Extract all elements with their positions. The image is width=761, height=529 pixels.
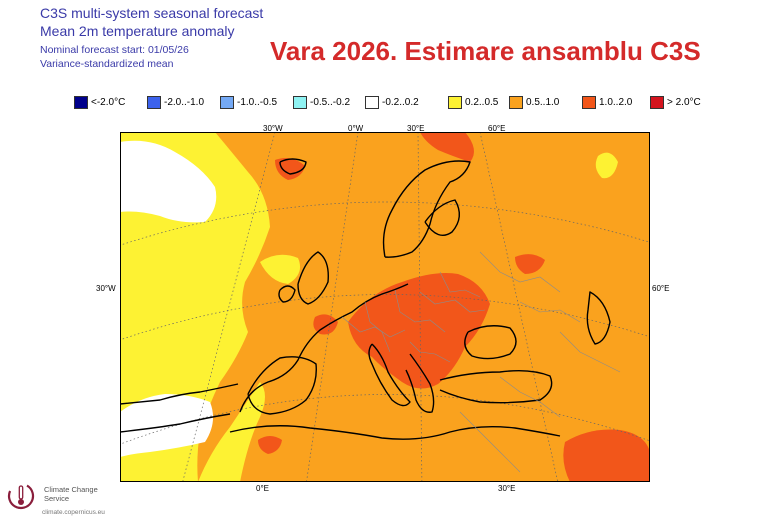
field-red-scandinavia <box>420 132 474 162</box>
field-red-russia <box>515 254 545 274</box>
legend-swatch <box>220 95 234 109</box>
legend-item: 1.0..2.0 <box>582 94 632 110</box>
legend-label: > 2.0°C <box>667 96 701 108</box>
legend-item: 0.2..0.5 <box>448 94 498 110</box>
statistic-label: Variance-standardized mean <box>40 58 174 70</box>
legend-swatch <box>448 95 462 109</box>
lon-label-bottom: 30°E <box>498 484 516 493</box>
field-red-west <box>313 314 338 335</box>
legend-swatch <box>365 95 379 109</box>
legend-item: -1.0..-0.5 <box>220 94 277 110</box>
legend-swatch <box>147 95 161 109</box>
legend-item: -2.0..-1.0 <box>147 94 204 110</box>
org-name: Climate Change Service <box>44 485 98 503</box>
legend-swatch <box>509 95 523 109</box>
legend-label: -1.0..-0.5 <box>237 96 278 108</box>
lon-label-top: 0°W <box>348 124 364 133</box>
org-url: climate.copernicus.eu <box>42 509 105 516</box>
field-yellow-north <box>260 254 301 284</box>
borders <box>341 251 621 473</box>
chart-title: C3S multi-system seasonal forecast <box>40 5 264 21</box>
legend-item: -0.2..0.2 <box>365 94 419 110</box>
chart-variable: Mean 2m temperature anomaly <box>40 23 235 39</box>
legend-item: > 2.0°C <box>650 94 701 110</box>
lon-label-left: 30°W <box>96 284 116 293</box>
legend-label: -0.5..-0.2 <box>310 96 351 108</box>
legend-swatch <box>293 95 307 109</box>
legend-item: 0.5..1.0 <box>509 94 559 110</box>
forecast-start: Nominal forecast start: 01/05/26 <box>40 44 189 56</box>
lon-label-top: 30°W <box>263 124 283 133</box>
field-red-southeast <box>563 429 650 482</box>
lon-label-bottom: 0°E <box>256 484 269 493</box>
overlay-title: Vara 2026. Estimare ansamblu C3S <box>270 36 701 66</box>
legend-swatch <box>650 95 664 109</box>
lon-label-top: 60°E <box>488 124 506 133</box>
field-white-atlantic <box>120 140 217 223</box>
legend-label: 1.0..2.0 <box>599 96 633 108</box>
copernicus-logo <box>7 482 35 510</box>
legend-label: 0.5..1.0 <box>526 96 560 108</box>
lon-label-right: 60°E <box>652 284 670 293</box>
legend-swatch <box>74 95 88 109</box>
legend-label: 0.2..0.5 <box>465 96 499 108</box>
legend-label: <-2.0°C <box>91 96 126 108</box>
legend-label: -2.0..-1.0 <box>164 96 205 108</box>
lon-label-top: 30°E <box>407 124 425 133</box>
legend-item: <-2.0°C <box>74 94 125 110</box>
legend-label: -0.2..0.2 <box>382 96 419 108</box>
field-yellow-west <box>120 132 270 482</box>
map-frame <box>120 132 650 482</box>
field-red-sw <box>258 436 282 454</box>
coastlines <box>120 158 611 440</box>
legend-swatch <box>582 95 596 109</box>
anomaly-map <box>120 132 650 482</box>
field-red-north <box>275 158 305 180</box>
field-yellow-ne <box>595 152 618 179</box>
legend-item: -0.5..-0.2 <box>293 94 350 110</box>
